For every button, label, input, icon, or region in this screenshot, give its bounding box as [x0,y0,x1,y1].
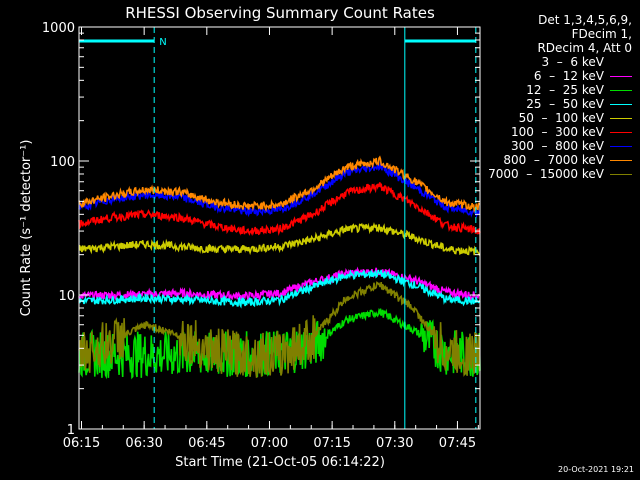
series-line-0 [78,290,481,432]
legend-item: 800 – 7000 keV [462,153,632,167]
legend-item: 6 – 12 keV [462,69,632,83]
x-tick-label: 06:30 [125,436,162,451]
x-tick-label: 07:00 [251,436,288,451]
x-tick-label: 07:45 [439,436,476,451]
x-tick-label: 07:30 [376,436,413,451]
legend-swatch [610,103,632,105]
legend-swatch [610,61,632,63]
chart-title: RHESSI Observing Summary Count Rates [125,4,435,22]
footer-timestamp: 20-Oct-2021 19:21 [558,465,634,474]
series-line-4 [78,222,481,256]
legend-swatch [610,145,632,147]
series-line-3 [78,269,481,309]
x-axis-label: Start Time (21-Oct-05 06:14:22) [175,455,385,470]
legend-item: 3 – 6 keV [462,55,632,69]
legend-swatch [610,117,632,119]
series-line-5 [78,182,481,237]
legend-label: 3 – 6 keV [541,55,604,69]
legend-label: 100 – 300 keV [511,125,604,139]
legend-label: 300 – 800 keV [511,139,604,153]
legend-label: 800 – 7000 keV [503,153,604,167]
y-tick-label: 1000 [42,21,75,36]
legend-rows: 3 – 6 keV 6 – 12 keV 12 – 25 keV 25 – 50 ke… [462,55,632,181]
legend: Det 1,3,4,5,6,9, FDecim 1, RDecim 4, Att… [462,13,632,181]
legend-swatch [610,173,632,175]
night-label: N [159,37,166,48]
legend-label: 7000 – 15000 keV [488,167,604,181]
series-line-6 [78,161,481,219]
y-tick-label: 1 [67,423,75,438]
legend-swatch [610,89,632,91]
legend-header-1: Det 1,3,4,5,6,9, [538,13,632,27]
x-tick-label: 06:45 [188,436,225,451]
plot-frame [78,26,481,430]
legend-header-2: FDecim 1, [571,27,632,41]
x-tick-label: 06:15 [63,436,100,451]
legend-label: 12 – 25 keV [526,83,604,97]
series-line-8 [78,281,481,378]
legend-header-3: RDecim 4, Att 0 [537,41,632,55]
legend-label: 6 – 12 keV [533,69,604,83]
legend-swatch [610,75,632,77]
y-axis-label: Count Rate (s⁻¹ detector⁻¹) [19,140,34,317]
legend-swatch [610,159,632,161]
legend-item: 12 – 25 keV [462,83,632,97]
legend-item: 300 – 800 keV [462,139,632,153]
series-layer [78,155,481,432]
legend-item: 100 – 300 keV [462,125,632,139]
y-tick-label: 100 [50,155,75,170]
legend-label: 25 – 50 keV [526,97,604,111]
legend-label: 50 – 100 keV [518,111,604,125]
y-tick-label: 10 [58,289,75,304]
legend-item: 7000 – 15000 keV [462,167,632,181]
axes: 06:15 06:30 06:45 07:00 07:15 07:30 07:45 1 10 10… [42,21,480,451]
legend-item: 25 – 50 keV [462,97,632,111]
legend-item: 50 – 100 keV [462,111,632,125]
legend-swatch [610,131,632,133]
x-tick-label: 07:15 [313,436,350,451]
series-line-7 [78,155,481,214]
